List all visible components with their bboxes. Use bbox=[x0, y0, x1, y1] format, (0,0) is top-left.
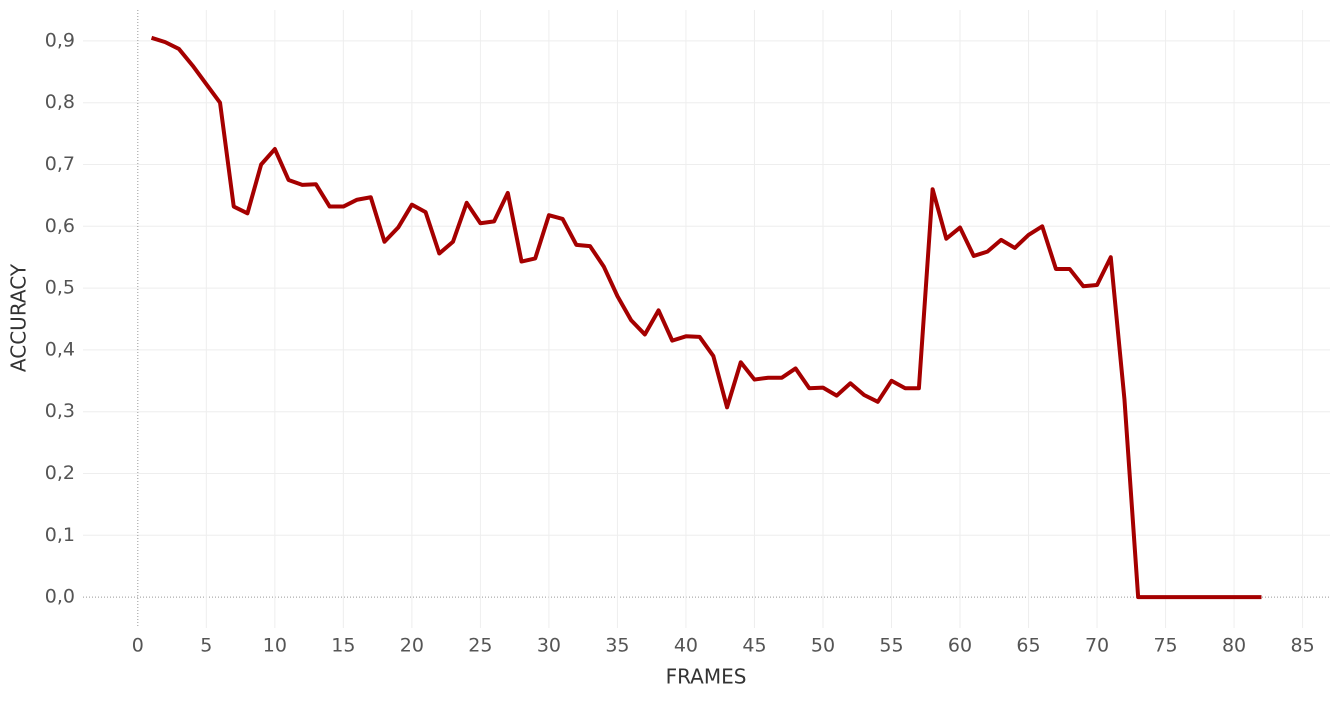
x-tick-label: 75 bbox=[1153, 635, 1177, 657]
x-tick-label: 10 bbox=[263, 635, 287, 657]
x-tick-label: 85 bbox=[1290, 635, 1314, 657]
x-tick-label: 60 bbox=[948, 635, 972, 657]
x-tick-label: 0 bbox=[132, 635, 144, 657]
x-tick-label: 50 bbox=[811, 635, 835, 657]
x-tick-label: 55 bbox=[879, 635, 903, 657]
x-tick-label: 25 bbox=[468, 635, 492, 657]
y-tick-label: 0,4 bbox=[45, 338, 75, 360]
data-line bbox=[150, 35, 1262, 600]
x-tick-label: 45 bbox=[742, 635, 766, 657]
x-tick-label: 20 bbox=[400, 635, 424, 657]
y-tick-label: 0,1 bbox=[45, 524, 75, 546]
y-tick-label: 0,5 bbox=[45, 277, 75, 299]
y-tick-label: 0,8 bbox=[45, 91, 75, 113]
x-axis-title: FRAMES bbox=[666, 665, 747, 689]
x-tick-label: 5 bbox=[200, 635, 212, 657]
x-tick-label: 40 bbox=[674, 635, 698, 657]
y-tick-label: 0,2 bbox=[45, 462, 75, 484]
x-tick-label: 30 bbox=[537, 635, 561, 657]
x-tick-label: 35 bbox=[605, 635, 629, 657]
x-tick-label: 15 bbox=[331, 635, 355, 657]
y-tick-label: 0,3 bbox=[45, 400, 75, 422]
y-tick-label: 0,6 bbox=[45, 215, 75, 237]
y-tick-label: 0,9 bbox=[45, 29, 75, 51]
y-tick-label: 0,7 bbox=[45, 153, 75, 175]
y-tick-label: 0,0 bbox=[45, 586, 75, 608]
x-tick-label: 70 bbox=[1085, 635, 1109, 657]
y-axis-title: ACCURACY bbox=[7, 263, 31, 372]
x-tick-label: 80 bbox=[1222, 635, 1246, 657]
x-tick-label: 65 bbox=[1016, 635, 1040, 657]
